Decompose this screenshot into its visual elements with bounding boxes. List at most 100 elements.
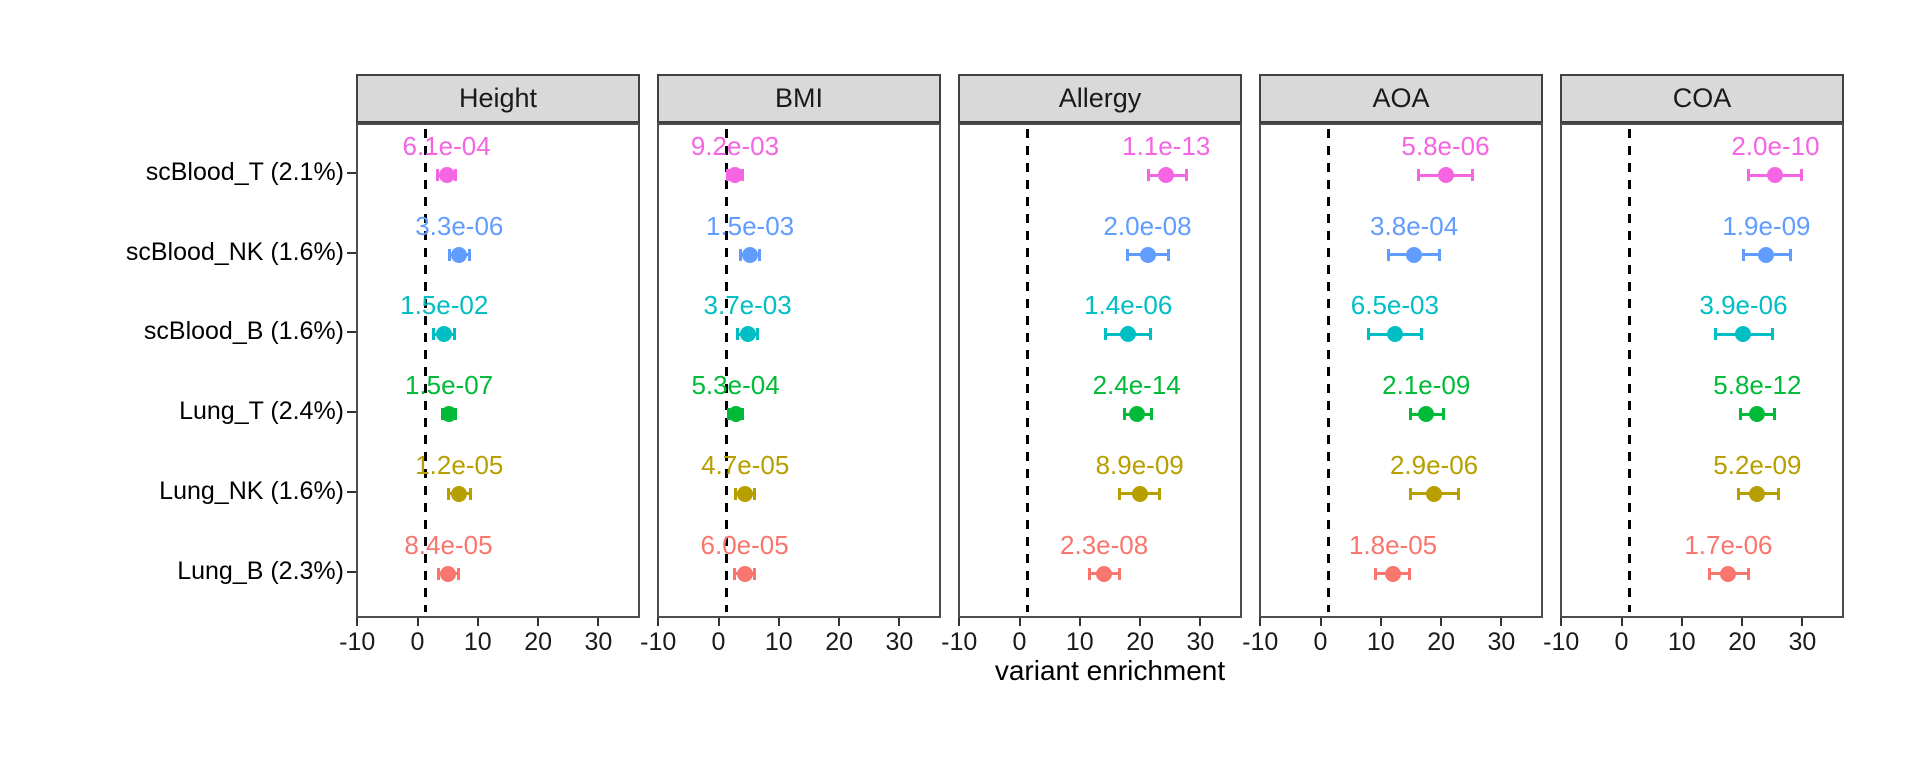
data-point <box>1385 565 1402 582</box>
x-axis-tick <box>1259 618 1262 626</box>
error-bar-cap-left <box>1747 169 1751 181</box>
error-bar-cap-right <box>1789 248 1793 261</box>
data-point <box>441 406 458 423</box>
error-bar-cap-left <box>1125 248 1129 261</box>
facet-title: COA <box>1672 83 1732 113</box>
data-point <box>1720 565 1737 582</box>
data-point <box>727 406 744 423</box>
x-axis-tick <box>1440 618 1443 626</box>
error-bar-cap-right <box>1441 408 1445 421</box>
error-bar-cap-right <box>454 169 458 181</box>
x-axis-tick <box>1741 618 1744 626</box>
pvalue-label: 6.1e-04 <box>402 131 491 161</box>
x-axis-tick <box>1199 618 1202 626</box>
x-axis-tick-label: 10 <box>463 628 492 656</box>
error-bar-cap-left <box>437 567 441 580</box>
x-axis-tick-label: 10 <box>1667 628 1696 656</box>
x-axis-tick-label: -10 <box>941 628 978 656</box>
pvalue-label: 1.7e-06 <box>1684 529 1773 560</box>
error-bar-cap-left <box>1118 487 1122 500</box>
error-bar-cap-right <box>1149 408 1153 421</box>
pvalue-label: 3.8e-04 <box>1370 210 1459 241</box>
error-bar-cap-right <box>1770 328 1774 341</box>
x-axis-tick <box>898 618 901 626</box>
y-axis-label: scBlood_T (2.1%) <box>145 158 344 186</box>
pvalue-label: 5.2e-09 <box>1713 449 1802 480</box>
error-bar-cap-left <box>735 328 739 341</box>
pvalue-label: 2.9e-06 <box>1389 449 1479 480</box>
x-axis-tick <box>476 618 479 626</box>
pvalue-label: 3.7e-03 <box>703 290 792 321</box>
data-point <box>451 485 468 502</box>
baseline-dashed-line <box>1327 129 1331 612</box>
y-axis-label: scBlood_B (1.6%) <box>143 317 344 346</box>
x-axis-tick-label: 20 <box>1126 628 1154 656</box>
error-bar-cap-left <box>1713 328 1717 341</box>
y-axis-label: Lung_B (2.3%) <box>177 556 344 585</box>
plot-panel: 5.8e-06 3.8e-04 6.5e-03 2.1e-09 2.9e-06 1.8e-… <box>1259 123 1543 618</box>
error-bar-cap-left <box>1738 408 1742 421</box>
x-axis-tick-label: -10 <box>339 628 376 656</box>
data-point <box>1139 246 1156 263</box>
baseline-dashed-line <box>424 129 428 612</box>
pvalue-label: 2.1e-09 <box>1382 370 1471 401</box>
data-point <box>1418 406 1435 423</box>
x-axis-tick <box>416 618 419 626</box>
error-bar-cap-right <box>1437 248 1441 261</box>
plot-panel: 6.1e-04 3.3e-06 1.5e-02 1.5e-07 1.2e-05 8.4e-… <box>356 123 640 618</box>
data-point <box>1406 246 1423 263</box>
y-axis-tick <box>347 331 356 334</box>
facet-strip: BMI <box>657 74 941 123</box>
x-axis-tick <box>356 618 359 626</box>
error-bar-cap-right <box>1456 487 1460 500</box>
x-axis-tick <box>1680 618 1683 626</box>
x-axis-tick-label: 0 <box>410 628 425 656</box>
pvalue-label: 8.9e-09 <box>1095 449 1184 480</box>
baseline-dashed-line <box>1628 129 1632 612</box>
error-bar-cap-right <box>1408 567 1412 580</box>
x-axis-tick-label: 10 <box>1366 628 1395 656</box>
error-bar-cap-left <box>1123 408 1127 421</box>
plot-panel: 2.0e-10 1.9e-09 3.9e-06 5.8e-12 5.2e-09 1.7e-… <box>1560 123 1844 618</box>
error-bar-cap-left <box>1409 487 1413 500</box>
x-axis-tick <box>537 618 540 626</box>
error-bar-cap-right <box>1470 169 1474 181</box>
facet-strip: Height <box>356 74 640 123</box>
error-bar-cap-left <box>733 567 737 580</box>
x-axis-tick <box>958 618 961 626</box>
error-bar-cap-left <box>1374 567 1378 580</box>
x-axis-tick-label: 0 <box>1313 628 1328 656</box>
pvalue-label: 1.5e-07 <box>404 370 494 401</box>
data-point <box>438 167 455 183</box>
pvalue-label: 6.5e-03 <box>1350 290 1439 321</box>
error-bar-cap-left <box>1146 169 1150 181</box>
error-bar-cap-right <box>452 328 456 341</box>
error-bar-cap-left <box>1417 169 1421 181</box>
error-bar-cap-left <box>734 487 738 500</box>
plot-panel: 1.1e-13 2.0e-08 1.4e-06 2.4e-14 8.9e-09 2.3e-… <box>958 123 1242 618</box>
pvalue-label: 1.2e-05 <box>415 449 504 480</box>
plot-panel: 9.2e-03 1.5e-03 3.7e-03 5.3e-04 4.7e-05 6.0e-… <box>657 123 941 618</box>
baseline-dashed-line <box>1026 129 1030 612</box>
x-axis-tick-label: 20 <box>1427 628 1455 656</box>
pvalue-label: 2.0e-10 <box>1731 131 1820 161</box>
y-axis-tick <box>347 490 356 493</box>
pvalue-label: 1.9e-09 <box>1722 210 1811 241</box>
pvalue-label: 5.8e-06 <box>1401 131 1490 161</box>
pvalue-label: 1.8e-05 <box>1348 529 1438 560</box>
pvalue-label: 3.9e-06 <box>1699 290 1788 321</box>
y-axis-tick <box>347 172 356 174</box>
x-axis-tick-label: 0 <box>711 628 726 656</box>
error-bar-cap-right <box>468 487 472 500</box>
data-point <box>1128 406 1145 423</box>
error-bar-cap-right <box>1117 567 1121 580</box>
error-bar-cap-left <box>432 328 436 341</box>
data-point <box>1131 485 1148 502</box>
facet-strip: Allergy <box>958 74 1242 123</box>
x-axis-tick <box>717 618 720 626</box>
error-bar-cap-left <box>1104 328 1108 341</box>
x-axis-tick-label: 0 <box>1614 628 1629 656</box>
x-axis-tick <box>1500 618 1503 626</box>
y-axis-label: Lung_NK (1.6%) <box>159 476 344 505</box>
error-bar-cap-right <box>1184 169 1188 181</box>
